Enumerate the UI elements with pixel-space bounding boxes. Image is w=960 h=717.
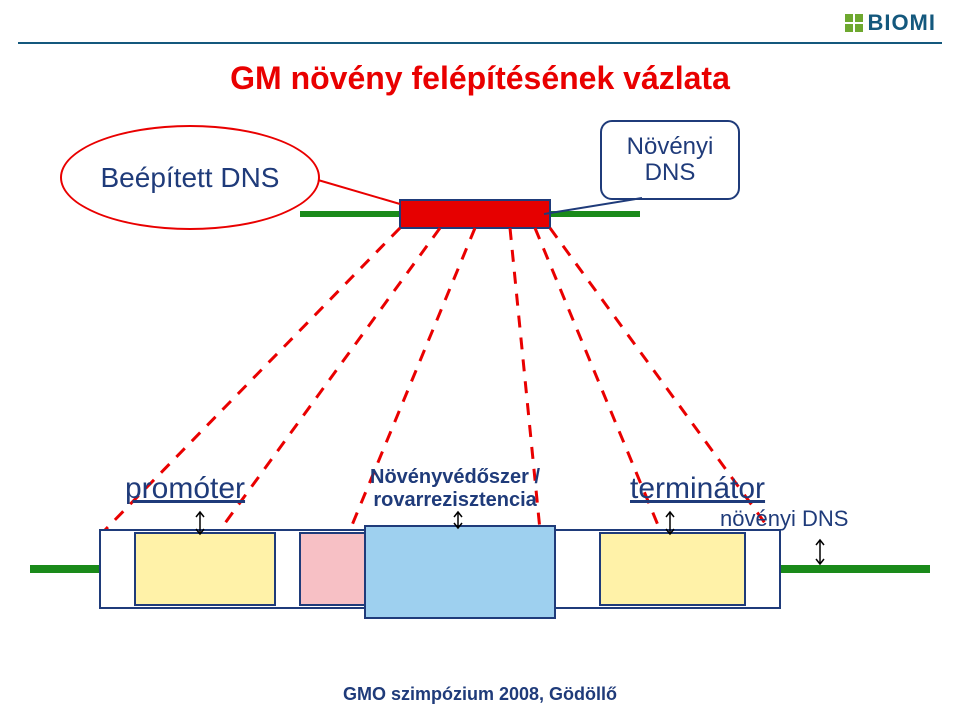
footer: GMO szimpózium 2008, Gödöllő <box>0 684 960 705</box>
callout-plant-dns: Növényi DNS <box>600 120 740 200</box>
slide-title: GM növény felépítésének vázlata <box>0 60 960 97</box>
logo: BIOMI <box>845 10 936 36</box>
callout-plant-dns-text: Növényi DNS <box>602 134 738 187</box>
label-terminator: terminátor <box>630 472 765 506</box>
label-middle: Növényvédőszer /rovarrezisztencia <box>370 466 540 512</box>
slide: BIOMI GM növény felépítésének vázlata Be… <box>0 0 960 717</box>
header-rule <box>18 42 942 44</box>
label-plant-dns: növényi DNS <box>720 506 848 532</box>
logo-text: BIOMI <box>867 10 936 36</box>
callout-built-in-dns-text: Beépített DNS <box>101 162 280 194</box>
diagram-graphics <box>0 0 960 717</box>
label-promoter: promóter <box>125 472 245 506</box>
logo-icon <box>845 14 863 32</box>
callout-built-in-dns: Beépített DNS <box>60 125 320 230</box>
